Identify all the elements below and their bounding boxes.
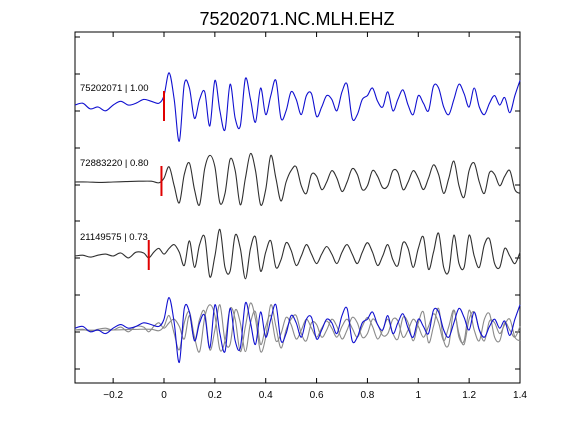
x-tick-label: 0.6 xyxy=(310,390,324,401)
trace-72883220 xyxy=(74,152,521,206)
x-tick-label: 0.8 xyxy=(360,390,374,401)
x-tick-label: 1 xyxy=(416,390,422,401)
chart-title: 75202071.NC.MLH.EHZ xyxy=(199,9,394,29)
x-tick-label: 1.2 xyxy=(462,390,476,401)
x-tick-label: 0 xyxy=(161,390,167,401)
x-tick-label: 0.4 xyxy=(259,390,273,401)
overlay-trace-75202071 xyxy=(74,297,521,363)
x-tick-label: 0.2 xyxy=(208,390,222,401)
x-tick-label: 1.4 xyxy=(513,390,527,401)
trace-21149575 xyxy=(74,228,521,280)
plot-frame xyxy=(74,31,521,384)
overlay-trace-21149575 xyxy=(74,304,521,353)
trace-label-75202071: 75202071 | 1.00 xyxy=(80,83,149,94)
trace-label-72883220: 72883220 | 0.80 xyxy=(80,158,149,169)
x-tick-label: −0.2 xyxy=(103,390,123,401)
trace-label-21149575: 21149575 | 0.73 xyxy=(80,232,148,243)
trace-75202071 xyxy=(74,72,521,142)
